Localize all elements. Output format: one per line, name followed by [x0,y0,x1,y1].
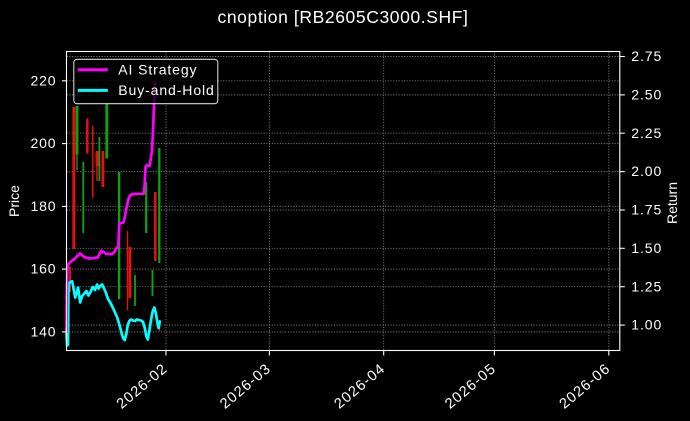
svg-text:220: 220 [30,72,56,88]
svg-text:1.50: 1.50 [631,240,662,256]
svg-text:160: 160 [30,261,56,277]
svg-text:2.75: 2.75 [631,48,662,64]
svg-text:2.00: 2.00 [631,163,662,179]
svg-text:Price: Price [6,185,22,217]
svg-text:Buy-and-Hold: Buy-and-Hold [118,82,214,98]
svg-text:AI Strategy: AI Strategy [118,62,197,78]
svg-text:Return: Return [664,182,680,224]
svg-text:cnoption [RB2605C3000.SHF]: cnoption [RB2605C3000.SHF] [217,7,468,27]
svg-text:2.50: 2.50 [631,87,662,103]
svg-text:180: 180 [30,198,56,214]
svg-text:200: 200 [30,135,56,151]
svg-text:1.00: 1.00 [631,317,662,333]
svg-text:2.25: 2.25 [631,125,662,141]
svg-text:1.25: 1.25 [631,278,662,294]
svg-text:1.75: 1.75 [631,202,662,218]
svg-text:140: 140 [30,324,56,340]
